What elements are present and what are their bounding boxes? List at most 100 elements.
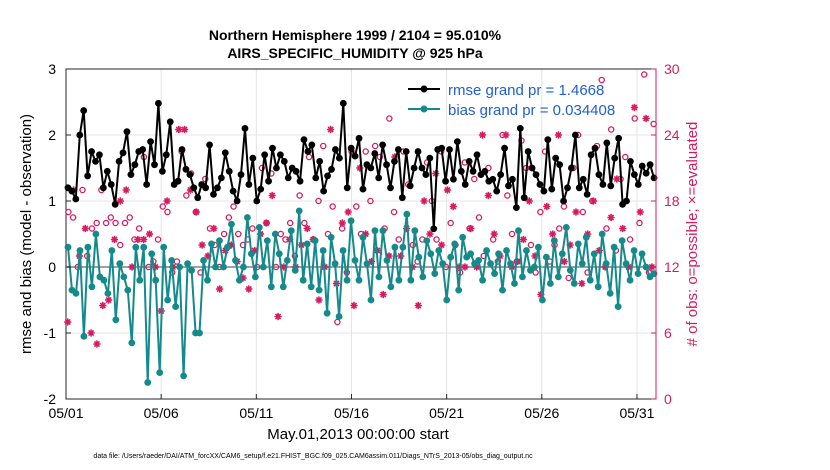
rmse-point <box>410 164 418 172</box>
y-tick-label: -2 <box>44 391 57 407</box>
obs-evaluated-point <box>303 224 311 233</box>
obs-possible-point <box>315 197 322 205</box>
bias-point <box>379 227 387 235</box>
bias-point <box>136 276 144 284</box>
rmse-point <box>540 187 548 195</box>
chart-title: Northern Hemisphere 1999 / 2104 = 95.010… <box>209 27 502 43</box>
rmse-point <box>355 134 363 142</box>
rmse-point <box>587 151 595 159</box>
obs-evaluated-point <box>327 125 335 134</box>
obs-evaluated-marker <box>572 208 580 216</box>
bias-point <box>618 237 626 245</box>
bias-point <box>475 257 483 264</box>
x-tick-label: 05/21 <box>429 405 464 421</box>
bias-point <box>427 250 435 258</box>
bias-point <box>140 243 148 251</box>
obs-possible-point <box>527 241 535 249</box>
obs-possible-point <box>93 219 100 227</box>
obs-evaluated-point <box>192 208 200 216</box>
obs-evaluated-point <box>163 197 171 205</box>
obs-evaluated-point <box>426 230 434 238</box>
rmse-point <box>422 171 430 179</box>
bias-point <box>495 250 502 258</box>
obs-possible-point <box>301 219 308 227</box>
rmse-point <box>347 144 355 152</box>
rmse-point <box>442 177 449 185</box>
obs-evaluated-point <box>484 191 492 200</box>
rmse-point <box>131 161 139 169</box>
bias-point <box>507 260 514 268</box>
rmse-point <box>430 225 438 233</box>
obs-evaluated-point <box>537 290 545 299</box>
rmse-point <box>461 181 469 188</box>
bias-point <box>108 247 116 254</box>
bias-point <box>267 283 275 291</box>
bias-point <box>100 276 108 284</box>
bias-point <box>112 316 120 324</box>
obs-evaluated-point <box>338 219 346 227</box>
obs-evaluated-marker <box>350 301 358 310</box>
bias-point <box>339 247 347 254</box>
obs-possible-point <box>485 164 492 172</box>
obs-possible-point <box>508 230 516 238</box>
rmse-point <box>217 174 225 182</box>
rmse-point <box>642 169 650 177</box>
rmse-point <box>615 134 623 142</box>
rmse-point <box>387 184 394 192</box>
obs-evaluated-point <box>379 290 387 299</box>
rmse-point <box>501 144 508 152</box>
bias-point <box>371 227 379 235</box>
obs-possible-point <box>622 153 629 161</box>
obs-evaluated-marker <box>642 114 650 123</box>
obs-evaluated-point <box>566 241 574 249</box>
bias-point <box>228 220 235 228</box>
rmse-point <box>469 167 477 175</box>
obs-evaluated-point <box>134 235 142 244</box>
bias-point <box>224 243 231 251</box>
obs-evaluated-marker <box>490 230 498 238</box>
obs-possible-point <box>475 214 483 221</box>
obs-evaluated-marker <box>578 279 586 288</box>
bias-point <box>626 276 634 284</box>
rmse-point <box>99 184 107 192</box>
bias-point <box>243 214 251 221</box>
bias-point <box>64 243 72 251</box>
bias-point <box>455 286 463 294</box>
obs-evaluated-marker <box>537 290 545 299</box>
rmse-point <box>512 204 520 212</box>
rmse-point <box>261 151 269 159</box>
rmse-point <box>103 167 111 175</box>
obs-evaluated-point <box>490 230 498 238</box>
y-tick-label: 2 <box>48 127 56 143</box>
x-tick-label: 05/26 <box>524 405 559 421</box>
obs-evaluated-marker <box>151 263 159 271</box>
bias-point <box>542 253 550 261</box>
obs-possible-point <box>579 208 587 216</box>
bias-point <box>144 379 152 386</box>
obs-possible-point <box>154 236 162 243</box>
bias-point <box>323 309 331 317</box>
obs-possible-point <box>126 214 133 221</box>
obs-evaluated-point <box>543 202 551 211</box>
rmse-series <box>64 99 658 233</box>
obs-evaluated-point <box>624 263 633 271</box>
obs-evaluated-marker <box>239 274 247 282</box>
bias-point <box>148 250 156 258</box>
rmse-point <box>359 185 367 193</box>
rmse-point <box>473 151 481 159</box>
bias-point <box>299 276 307 284</box>
rmse-point <box>273 164 280 172</box>
rmse-point <box>300 136 308 144</box>
bias-point <box>128 339 136 347</box>
obs-possible-point <box>537 208 544 216</box>
obs-possible-point <box>607 126 615 133</box>
bias-point <box>435 247 443 254</box>
rmse-point <box>524 148 532 155</box>
obs-evaluated-point <box>502 131 510 139</box>
obs-evaluated-marker <box>443 186 452 194</box>
legend-rmse-marker <box>420 85 428 93</box>
obs-possible-point <box>305 153 313 161</box>
bias-point <box>566 266 574 274</box>
obs-evaluated-point <box>619 224 627 233</box>
bias-point <box>531 263 538 271</box>
